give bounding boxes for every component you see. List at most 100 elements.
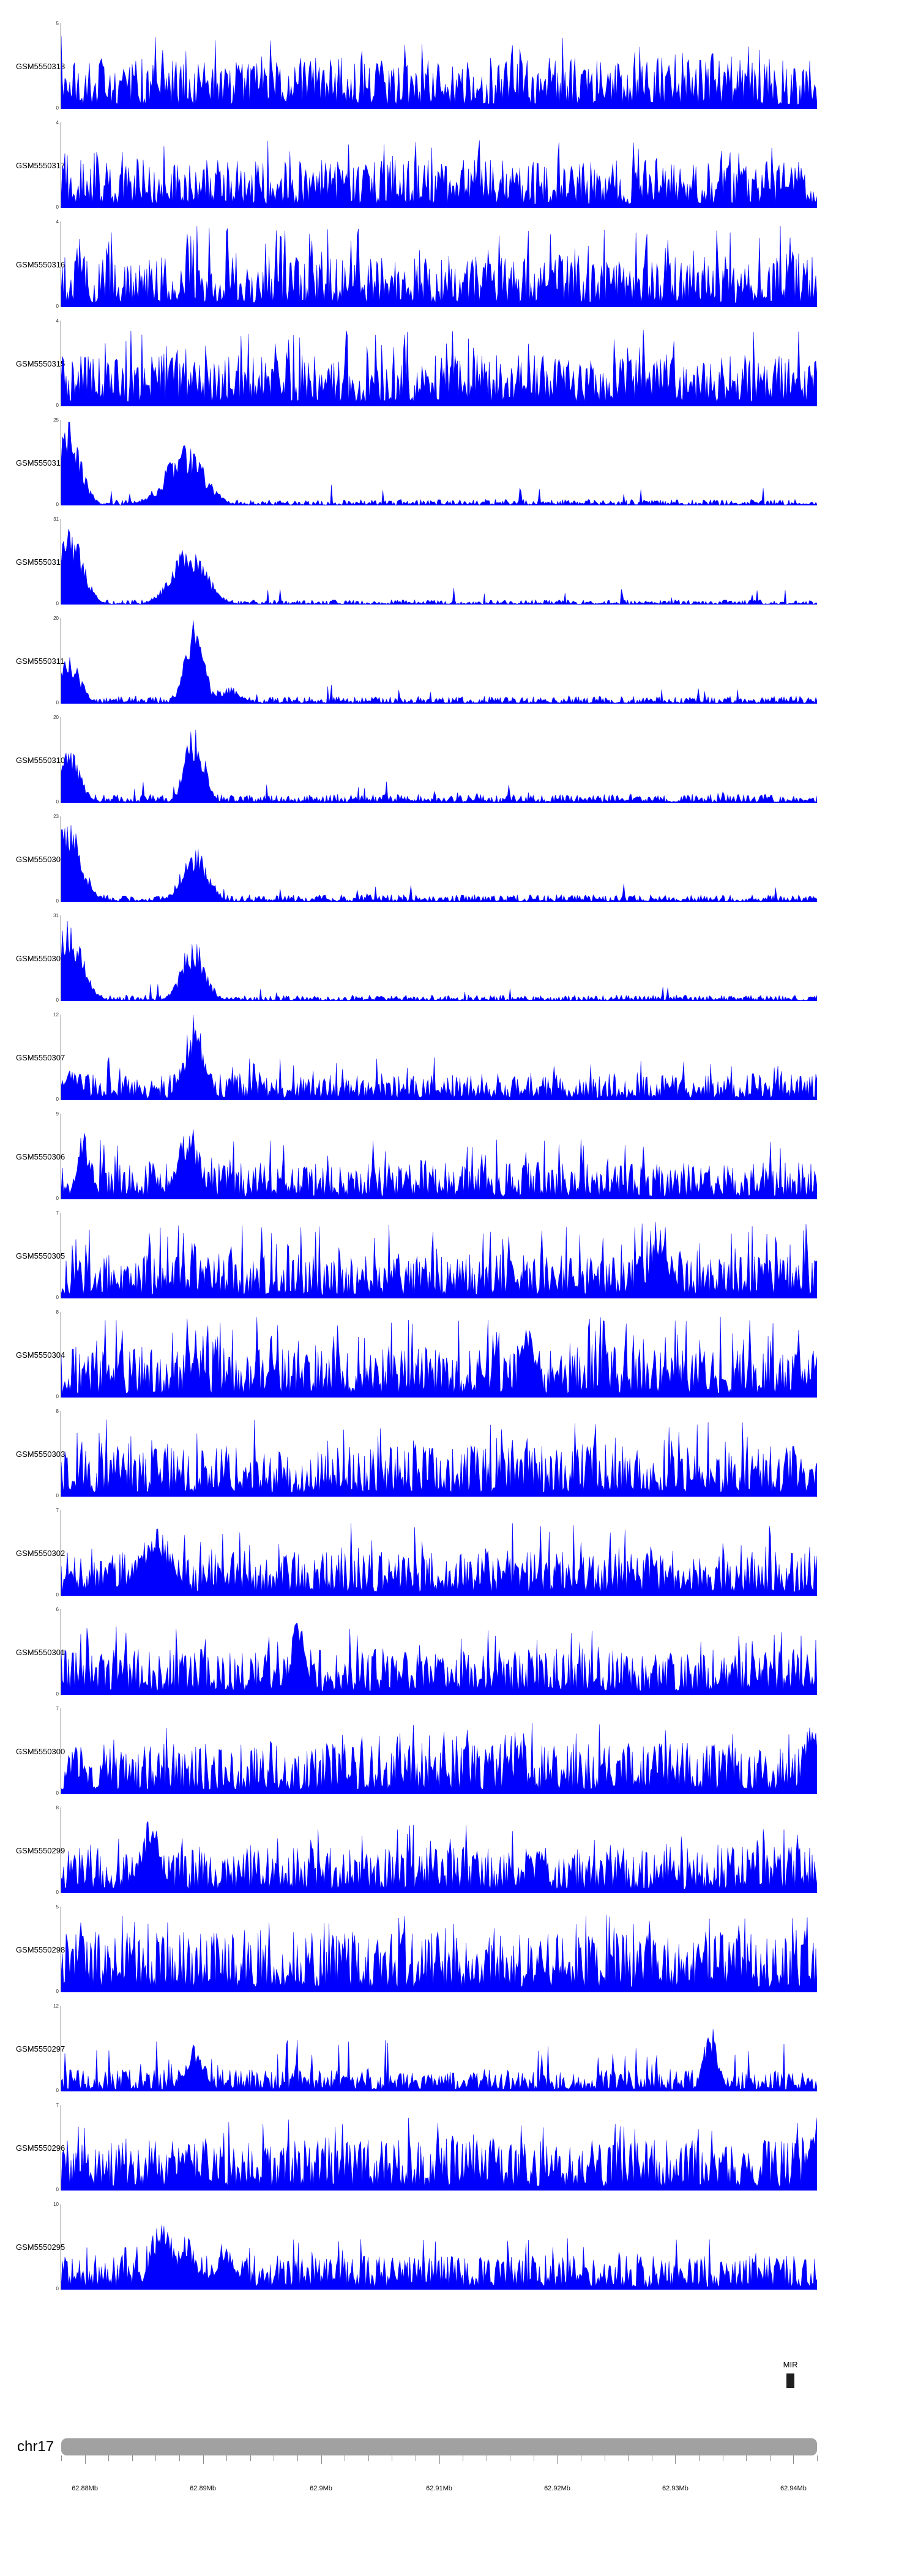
data-track-row: GSM5550308 31 0 — [0, 914, 918, 1003]
track-label: GSM5550300 — [16, 1746, 65, 1756]
coverage-signal — [61, 1222, 817, 1298]
track-plot: 25 0 — [53, 418, 817, 507]
axis-major-tick — [84, 2455, 86, 2464]
coverage-signal — [61, 825, 817, 902]
y-axis-min-label: 0 — [56, 799, 59, 805]
coverage-area-path — [61, 1523, 817, 1596]
coverage-area-path — [61, 2029, 817, 2091]
data-track-row: GSM5550317 4 0 — [0, 121, 918, 210]
y-axis-min-label: 0 — [56, 1493, 59, 1498]
y-axis-max-label: 4 — [56, 120, 59, 125]
coverage-area-path — [61, 1015, 817, 1100]
track-label: GSM5550304 — [16, 1350, 65, 1360]
coverage-area-path — [61, 1915, 817, 1992]
coverage-area-path — [61, 529, 817, 605]
track-label: GSM5550309 — [16, 854, 65, 864]
data-track-row: GSM5550313 31 0 — [0, 517, 918, 606]
track-label: GSM5550295 — [16, 2242, 65, 2252]
track-plot: 4 0 — [56, 319, 817, 408]
y-axis-max-label: 12 — [53, 2003, 59, 2009]
annotation-track-title — [0, 2360, 61, 2391]
y-axis-min-label: 0 — [56, 1691, 59, 1697]
data-track-row: GSM5550307 12 0 — [0, 1013, 918, 1102]
y-axis-max-label: 4 — [56, 318, 59, 324]
coverage-area-path — [61, 920, 817, 1001]
coverage-signal — [61, 1915, 817, 1992]
coverage-signal — [61, 1523, 817, 1596]
axis-minor-tick — [61, 2455, 62, 2461]
axis-major-tick — [321, 2455, 322, 2464]
coverage-signal — [61, 1723, 817, 1794]
track-label: GSM5550303 — [16, 1449, 65, 1459]
data-track-row: GSM5550298 5 0 — [0, 1905, 918, 1994]
coverage-area-path — [61, 1420, 817, 1497]
axis-minor-tick — [368, 2455, 369, 2461]
coverage-signal — [61, 729, 817, 803]
track-plot: 4 0 — [56, 220, 817, 309]
y-axis-min-label: 0 — [56, 1196, 59, 1201]
axis-tick-label: 62.89Mb — [190, 2485, 216, 2492]
genome-axis-track: chr17 62.88Mb 62.89Mb 62.9Mb 62.91Mb 62.92Mb… — [0, 2438, 918, 2504]
axis-major-tick — [675, 2455, 676, 2464]
data-track-row: GSM5550318 5 0 — [0, 21, 918, 111]
coverage-signal — [61, 529, 817, 605]
y-axis-min-label: 0 — [56, 1096, 59, 1102]
coverage-signal — [61, 620, 817, 704]
y-axis-max-label: 7 — [56, 2102, 59, 2108]
track-plot: 20 0 — [53, 715, 817, 805]
axis-tick-label: 62.91Mb — [426, 2485, 452, 2492]
coverage-signal — [61, 140, 817, 208]
coverage-signal — [61, 2225, 817, 2290]
y-axis-min-label: 0 — [56, 1295, 59, 1300]
coverage-signal — [61, 226, 817, 307]
track-plot: 8 0 — [56, 1310, 817, 1399]
coverage-area-path — [61, 226, 817, 307]
track-label: GSM5550316 — [16, 259, 65, 269]
axis-minor-tick — [746, 2455, 747, 2461]
coverage-area-path — [61, 330, 817, 406]
track-plot: 4 0 — [56, 121, 817, 210]
axis-minor-tick — [179, 2455, 180, 2461]
y-axis-max-label: 10 — [53, 2202, 59, 2207]
chromosome-axis-bar — [61, 2438, 817, 2455]
coverage-area-path — [61, 1723, 817, 1794]
annotation-track: MIR — [0, 2360, 918, 2391]
track-label: GSM5550310 — [16, 755, 65, 765]
data-track-row: GSM5550303 8 0 — [0, 1409, 918, 1498]
y-axis-max-label: 31 — [53, 913, 59, 918]
y-axis-min-label: 0 — [56, 2088, 59, 2093]
coverage-signal — [61, 1420, 817, 1497]
track-label: GSM5550299 — [16, 1845, 65, 1855]
axis-major-tick — [203, 2455, 204, 2464]
axis-ticks: 62.88Mb 62.89Mb 62.9Mb 62.91Mb 62.92Mb 62.93M… — [61, 2455, 818, 2504]
coverage-signal — [61, 36, 817, 109]
annotation-plot: MIR — [61, 2360, 817, 2391]
track-plot: 12 0 — [53, 2004, 817, 2093]
y-axis-min-label: 0 — [56, 997, 59, 1003]
coverage-area-path — [61, 1622, 817, 1695]
mir-feature-glyph — [786, 2373, 795, 2388]
axis-minor-tick — [226, 2455, 228, 2461]
data-track-row: GSM5550302 7 0 — [0, 1508, 918, 1598]
axis-minor-tick — [155, 2455, 157, 2461]
y-axis-max-label: 20 — [53, 616, 59, 621]
track-plot: 20 0 — [53, 616, 817, 705]
y-axis-max-label: 9 — [56, 1111, 59, 1117]
y-axis-min-label: 0 — [56, 1889, 59, 1895]
axis-tick-label: 62.9Mb — [310, 2485, 332, 2492]
axis-tick-label: 62.94Mb — [780, 2485, 807, 2492]
track-label: GSM5550301 — [16, 1647, 65, 1657]
track-plot: 31 0 — [53, 914, 817, 1003]
y-axis-min-label: 0 — [56, 601, 59, 606]
tracks-container: GSM5550318 5 0 GSM5550317 4 0 GSM5550316… — [0, 21, 918, 2291]
axis-minor-tick — [628, 2455, 629, 2461]
axis-minor-tick — [297, 2455, 298, 2461]
track-label: GSM5550307 — [16, 1052, 65, 1062]
y-axis-min-label: 0 — [56, 204, 59, 210]
track-plot: 7 0 — [56, 1707, 817, 1796]
data-track-row: GSM5550300 7 0 — [0, 1707, 918, 1796]
y-axis-max-label: 6 — [56, 1607, 59, 1612]
coverage-signal — [61, 1015, 817, 1100]
coverage-area-path — [61, 2225, 817, 2290]
coverage-area-path — [61, 1129, 817, 1199]
